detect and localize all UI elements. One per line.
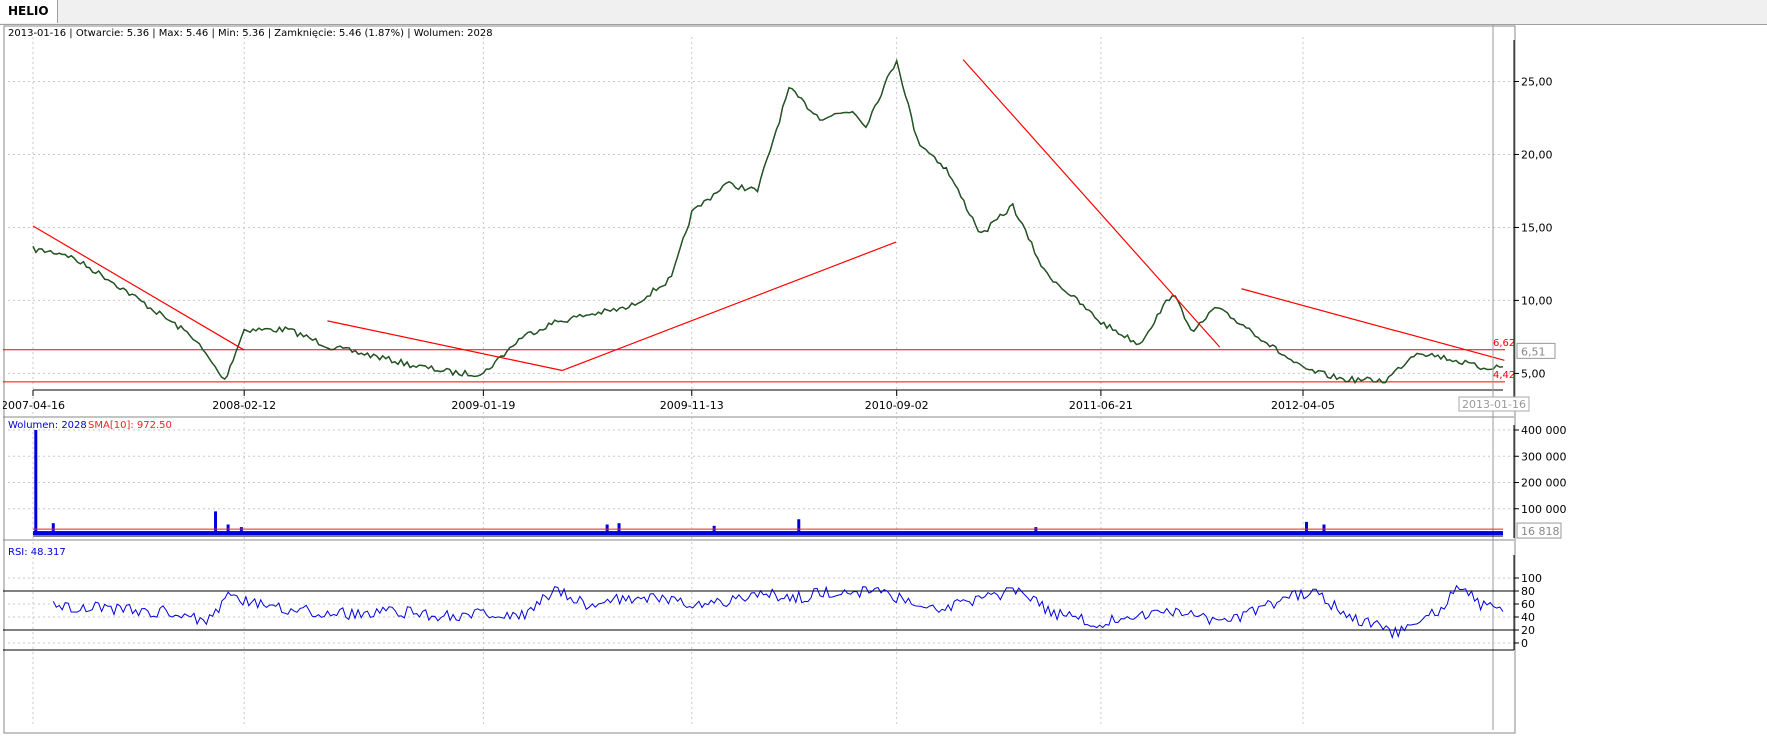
x-tick-label: 2009-01-19 bbox=[451, 399, 515, 412]
volume-bar bbox=[605, 524, 609, 535]
volume-y-tick-label: 300 000 bbox=[1521, 450, 1567, 463]
rsi-y-tick-label: 60 bbox=[1521, 598, 1535, 611]
trendline bbox=[962, 59, 1221, 348]
sma-legend: SMA[10]: 972.50 bbox=[88, 420, 172, 431]
x-tick-label: 2007-04-16 bbox=[3, 399, 65, 412]
last-price-label: 6,51 bbox=[1521, 345, 1546, 358]
rsi-y-tick-label: 0 bbox=[1521, 637, 1528, 650]
trendline bbox=[1241, 288, 1505, 361]
volume-bar bbox=[214, 511, 218, 535]
x-tick-label: 2012-04-05 bbox=[1271, 399, 1335, 412]
rsi-line bbox=[52, 584, 1504, 640]
x-tick-label: 2009-11-13 bbox=[660, 399, 724, 412]
rsi-y-tick-label: 80 bbox=[1521, 585, 1535, 598]
rsi-y-tick-label: 20 bbox=[1521, 624, 1535, 637]
price-y-tick-label: 20,00 bbox=[1521, 148, 1553, 161]
chart-area[interactable]: 2013-01-16 | Otwarcie: 5.36 | Max: 5.46 … bbox=[1, 25, 1765, 735]
last-price-box bbox=[1516, 342, 1556, 359]
x-tick-label: 2011-06-21 bbox=[1069, 399, 1133, 412]
volume-bar bbox=[1304, 521, 1308, 535]
volume-bar bbox=[1034, 527, 1038, 535]
volume-bar bbox=[226, 524, 230, 535]
volume-legend: Wolumen: 2028 bbox=[8, 420, 87, 431]
price-y-tick-label: 5,00 bbox=[1521, 367, 1546, 380]
volume-y-tick-label: 400 000 bbox=[1521, 424, 1567, 437]
volume-y-tick-label: 100 000 bbox=[1521, 503, 1567, 516]
tab-bar: HELIO bbox=[0, 0, 1767, 25]
chart-frame bbox=[3, 25, 1516, 734]
price-y-tick-label: 10,00 bbox=[1521, 294, 1553, 307]
horizontal-level-label: 6,62 bbox=[1493, 338, 1515, 349]
rsi-legend: RSI: 48.317 bbox=[8, 547, 66, 558]
last-volume-box bbox=[1516, 522, 1562, 539]
volume-bar bbox=[712, 525, 716, 535]
volume-bars-base bbox=[33, 531, 1503, 535]
volume-bar bbox=[239, 527, 243, 535]
volume-bar bbox=[34, 430, 38, 535]
trendline bbox=[327, 320, 563, 372]
rsi-y-tick-label: 40 bbox=[1521, 611, 1535, 624]
price-line bbox=[32, 59, 1504, 384]
tab-helio[interactable]: HELIO bbox=[0, 0, 58, 23]
trendline bbox=[562, 241, 897, 372]
volume-bar bbox=[797, 519, 801, 535]
rsi-y-tick-label: 100 bbox=[1521, 572, 1542, 585]
price-y-tick-label: 25,00 bbox=[1521, 75, 1553, 88]
volume-y-tick-label: 200 000 bbox=[1521, 477, 1567, 490]
price-candles bbox=[32, 58, 1504, 384]
volume-bar bbox=[1322, 524, 1326, 535]
x-tick-label: 2008-02-12 bbox=[212, 399, 276, 412]
horizontal-level-label: 4,42 bbox=[1493, 370, 1515, 381]
trendline bbox=[32, 225, 245, 351]
price-header: 2013-01-16 | Otwarcie: 5.36 | Max: 5.46 … bbox=[8, 28, 493, 39]
last-date-box bbox=[1458, 396, 1530, 412]
last-date-label: 2013-01-16 bbox=[1462, 398, 1526, 411]
chart-svg: 2013-01-16 | Otwarcie: 5.36 | Max: 5.46 … bbox=[1, 25, 1567, 734]
x-tick-label: 2010-09-02 bbox=[865, 399, 929, 412]
price-y-tick-label: 15,00 bbox=[1521, 221, 1553, 234]
last-volume-label: 16 818 bbox=[1521, 525, 1560, 538]
